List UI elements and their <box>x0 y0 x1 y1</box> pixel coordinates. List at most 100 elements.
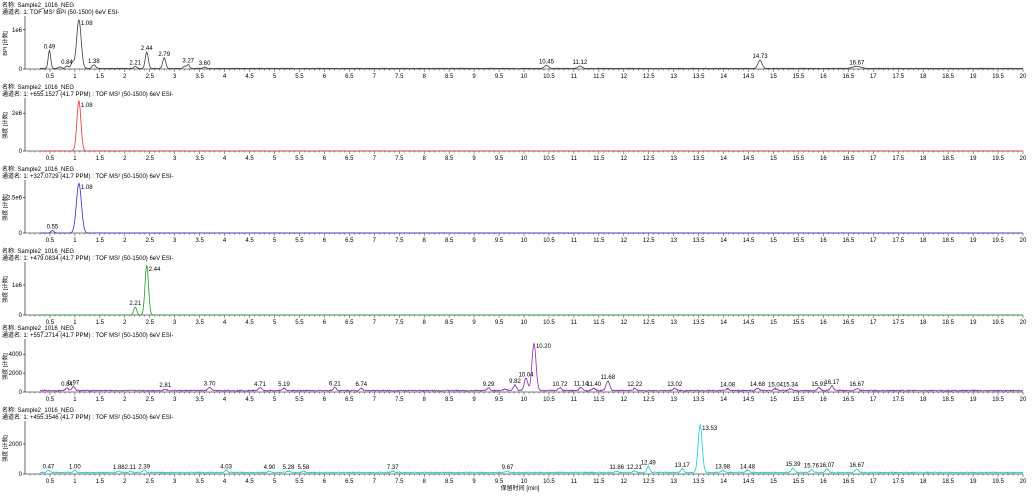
x-tick-label: 6 <box>323 156 327 162</box>
x-tick-label: 9 <box>472 479 476 485</box>
x-tick-label: 4 <box>223 479 227 485</box>
y-tick-label: 4000 <box>9 352 23 358</box>
x-tick-label: 8 <box>423 320 427 326</box>
x-tick-label: 11.5 <box>593 156 605 162</box>
peak-label: 11.14 <box>574 381 589 387</box>
peak-label: 1.08 <box>81 103 93 109</box>
peak-label: 3.27 <box>182 58 194 64</box>
x-tick-label: 16.5 <box>843 238 855 244</box>
x-tick-label: 3 <box>173 238 177 244</box>
y-tick-label: 1e6 <box>12 28 23 34</box>
x-tick-label: 4 <box>223 238 227 244</box>
x-tick-label: 5 <box>273 156 277 162</box>
x-tick-label: 15 <box>770 238 777 244</box>
peak-label: 2.79 <box>158 52 170 58</box>
x-tick-label: 11.5 <box>593 320 605 326</box>
x-tick-label: 8.5 <box>445 238 454 244</box>
x-tick-label: 2.5 <box>146 74 155 80</box>
x-tick-label: 2 <box>123 238 127 244</box>
x-tick-label: 0.5 <box>46 320 55 326</box>
x-tick-label: 13.5 <box>693 238 705 244</box>
x-tick-label: 9.5 <box>495 156 504 162</box>
x-tick-label: 9 <box>472 397 476 403</box>
x-tick-label: 19.5 <box>992 156 1004 162</box>
peak-label: 1.88 <box>113 465 125 471</box>
peak-label: 6.21 <box>329 381 341 387</box>
x-tick-label: 10 <box>521 479 528 485</box>
x-tick-label: 1.5 <box>96 479 105 485</box>
x-tick-label: 20 <box>1020 238 1027 244</box>
x-tick-label: 17 <box>870 479 877 485</box>
x-tick-label: 2.5 <box>146 479 155 485</box>
x-tick-label: 14 <box>720 397 727 403</box>
peak-label: 11.86 <box>610 465 625 471</box>
x-tick-label: 18 <box>920 156 927 162</box>
panel-sample-name: 名称: Sample2_1016_NEG <box>2 1 74 9</box>
x-tick-label: 3 <box>173 479 177 485</box>
x-tick-label: 18.5 <box>942 156 954 162</box>
x-tick-label: 11 <box>571 397 578 403</box>
x-tick-label: 19 <box>970 479 977 485</box>
x-tick-label: 15.5 <box>793 74 805 80</box>
x-tick-label: 1.5 <box>96 238 105 244</box>
x-tick-label: 19 <box>970 238 977 244</box>
peak-label: 4.03 <box>220 464 232 470</box>
x-tick-label: 2.5 <box>146 238 155 244</box>
x-tick-label: 14.5 <box>743 238 755 244</box>
x-tick-label: 15.5 <box>793 479 805 485</box>
x-tick-label: 19.5 <box>992 479 1004 485</box>
x-tick-label: 15 <box>770 74 777 80</box>
x-tick-label: 6 <box>323 74 327 80</box>
panel-sample-name: 名称: Sample2_1016_NEG <box>2 247 74 255</box>
x-tick-label: 8 <box>423 156 427 162</box>
peak-label: 9.29 <box>483 382 495 388</box>
panel-sample-name: 名称: Sample2_1016_NEG <box>2 324 74 332</box>
x-tick-label: 1.5 <box>96 397 105 403</box>
peak-label: 1.08 <box>81 21 93 27</box>
x-tick-label: 4.5 <box>245 479 254 485</box>
x-tick-label: 0.5 <box>46 479 55 485</box>
x-tick-label: 13 <box>670 397 677 403</box>
x-tick-label: 1 <box>73 320 77 326</box>
x-tick-label: 16.5 <box>843 156 855 162</box>
x-tick-label: 1 <box>73 74 77 80</box>
x-tick-label: 7.5 <box>395 156 404 162</box>
x-tick-label: 5.5 <box>295 397 304 403</box>
panel-channel-name: 通道名: 1: TOF MS² BPI (50-1500) 6eV ESI- <box>2 8 119 16</box>
x-tick-label: 1.5 <box>96 320 105 326</box>
x-tick-label: 3.5 <box>195 397 204 403</box>
x-tick-label: 16 <box>820 74 827 80</box>
x-tick-label: 13.5 <box>693 74 705 80</box>
x-tick-label: 16.5 <box>843 74 855 80</box>
x-tick-label: 17 <box>870 238 877 244</box>
peak-label: 4.71 <box>254 382 266 388</box>
x-tick-label: 3.5 <box>195 156 204 162</box>
peak-label: 16.67 <box>849 463 865 469</box>
x-tick-label: 18 <box>920 238 927 244</box>
x-tick-label: 15 <box>770 320 777 326</box>
x-tick-label: 8 <box>423 479 427 485</box>
x-tick-label: 13.5 <box>693 156 705 162</box>
peak-label: 12.22 <box>627 382 643 388</box>
chromatogram-trace <box>39 423 1024 474</box>
peak-label: 2.44 <box>149 267 161 273</box>
x-tick-label: 8 <box>423 238 427 244</box>
x-tick-label: 15.5 <box>793 320 805 326</box>
peak-label: 12.49 <box>641 461 657 467</box>
x-tick-label: 17 <box>870 74 877 80</box>
peak-label: 4.90 <box>264 465 276 471</box>
peak-label: 11.68 <box>601 375 616 381</box>
x-tick-label: 1 <box>73 479 77 485</box>
x-tick-label: 15 <box>770 156 777 162</box>
x-tick-label: 9 <box>472 320 476 326</box>
x-tick-label: 7 <box>373 320 377 326</box>
x-tick-label: 10 <box>521 238 528 244</box>
x-tick-label: 8.5 <box>445 320 454 326</box>
y-tick-label: 0 <box>19 390 23 396</box>
x-tick-label: 5.5 <box>295 74 304 80</box>
x-tick-label: 3 <box>173 156 177 162</box>
peak-label: 15.04 <box>768 383 784 389</box>
peak-label: 0.55 <box>47 224 59 230</box>
peak-label: 0.84 <box>61 382 73 388</box>
